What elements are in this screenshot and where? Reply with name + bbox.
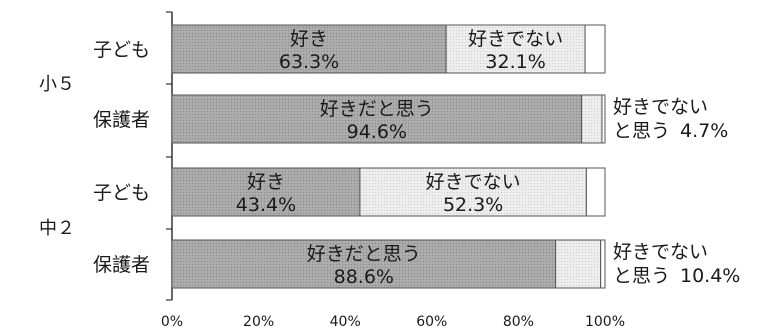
x-tick-label: 100%	[585, 314, 625, 330]
bar-segment	[171, 167, 361, 217]
segment-name-label: 好きだと思う	[307, 243, 421, 265]
segment-name-label: 好きでない	[468, 28, 563, 50]
category-label: 保護者	[93, 109, 150, 131]
segment-name-label: 好きでない	[426, 171, 521, 193]
bar-segment	[171, 24, 447, 74]
data-label: 63.3%	[279, 51, 339, 73]
bar-segment	[600, 239, 606, 289]
data-label: 43.4%	[236, 194, 296, 216]
bar-segment	[171, 239, 557, 289]
outside-label-value: 4.7%	[680, 120, 728, 142]
x-tick-label: 0%	[161, 314, 183, 330]
bar-segment	[555, 239, 602, 289]
bar-segment	[171, 94, 583, 144]
x-tick-label: 40%	[330, 314, 361, 330]
outside-label-line2: と思う	[613, 120, 670, 142]
category-label: 子ども	[93, 182, 150, 204]
data-label: 52.3%	[443, 194, 503, 216]
bar-segment	[585, 167, 606, 217]
outside-label-value: 10.4%	[680, 265, 740, 287]
data-label: 94.6%	[347, 121, 407, 143]
segment-name-label: 好きだと思う	[320, 98, 434, 120]
axis-layer	[166, 11, 173, 301]
group-label: 小５	[39, 74, 75, 95]
data-label: 88.6%	[334, 266, 394, 288]
outside-label-line2: と思う	[613, 265, 670, 287]
bar-segment	[584, 24, 606, 74]
group-label: 中２	[39, 218, 75, 239]
outside-label-line1: 好きでない	[613, 241, 708, 263]
x-tick-label: 80%	[503, 314, 534, 330]
bars-layer	[171, 24, 606, 289]
category-label: 保護者	[93, 254, 150, 276]
data-label: 32.1%	[485, 51, 545, 73]
segment-name-label: 好き	[290, 28, 328, 50]
category-label: 子ども	[93, 39, 150, 61]
bar-segment	[581, 94, 603, 144]
bar-segment	[601, 94, 606, 144]
bar-segment	[359, 167, 587, 217]
x-tick-label: 60%	[416, 314, 447, 330]
segment-name-label: 好き	[247, 171, 285, 193]
outside-label-line1: 好きでない	[613, 96, 708, 118]
x-tick-label: 20%	[243, 314, 274, 330]
